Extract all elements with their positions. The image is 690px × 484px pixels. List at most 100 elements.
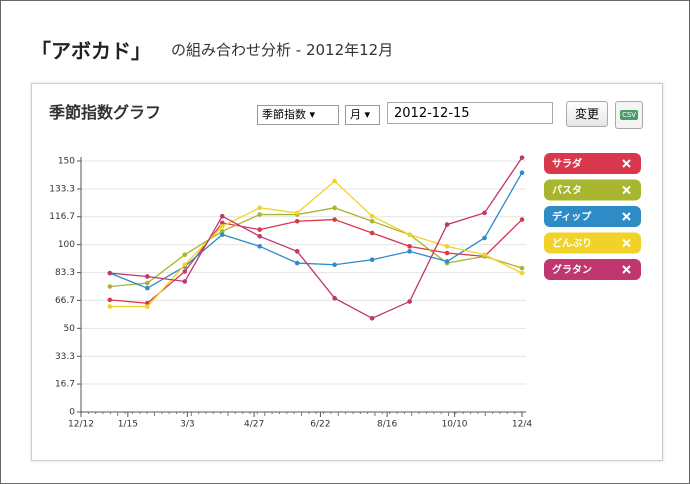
y-tick-label: 100 [58, 240, 75, 250]
legend-pill [544, 206, 641, 227]
data-point [369, 218, 375, 224]
data-point [145, 304, 150, 309]
legend-pill [544, 153, 641, 174]
data-point [332, 217, 337, 222]
page-title: 「アボカド」 [31, 39, 151, 63]
data-point [369, 315, 375, 321]
y-tick-label: 16.7 [55, 380, 75, 390]
data-point [257, 205, 263, 211]
index-select[interactable]: 季節指数 [257, 105, 339, 125]
data-point [519, 270, 525, 276]
legend-remove [622, 212, 631, 221]
data-point [407, 299, 412, 304]
legend-pill [544, 259, 641, 280]
series-line [109, 157, 523, 320]
csv-label: CSV [619, 110, 639, 120]
data-point [332, 295, 337, 301]
x-tick-label: 10/10 [442, 420, 468, 430]
legend-label: どんぶり [552, 237, 592, 250]
date-input[interactable]: 2012-12-15 [387, 102, 553, 124]
data-point [182, 279, 188, 284]
data-point [145, 285, 150, 291]
data-point [369, 213, 375, 219]
x-tick-label: 6/22 [310, 420, 330, 430]
legend-item[interactable]: どんぶり [544, 232, 641, 254]
legend-remove [622, 185, 631, 195]
series-line [109, 172, 523, 289]
legend-label: グラタン [552, 263, 592, 276]
csv-button[interactable]: CSV [615, 101, 643, 129]
legend-label: パスタ [552, 185, 582, 197]
data-point [219, 213, 225, 219]
legend-item[interactable]: ディップ [544, 206, 641, 227]
y-tick-label: 66.7 [55, 296, 75, 306]
data-point [332, 205, 337, 211]
data-point [482, 210, 487, 216]
change-button[interactable]: 変更 [566, 101, 608, 127]
series-line [109, 180, 523, 308]
y-tick-label: 150 [58, 157, 75, 167]
x-tick-label: 12/12 [68, 420, 94, 430]
data-point [444, 244, 450, 249]
data-point [219, 220, 225, 226]
legend-remove [622, 238, 631, 248]
data-point [519, 170, 525, 176]
legend-pill [544, 232, 641, 254]
legend-item[interactable]: サラダ [544, 153, 641, 174]
x-tick-label: 3/3 [180, 420, 194, 430]
y-tick-label: 83.3 [55, 268, 75, 278]
data-point [182, 269, 188, 274]
legend-remove [622, 265, 631, 274]
data-point [257, 212, 263, 217]
legend-item[interactable]: パスタ [544, 179, 641, 201]
data-point [332, 178, 337, 184]
data-point [219, 223, 225, 229]
legend-remove [622, 159, 631, 168]
data-point [182, 252, 188, 258]
x-tick-label: 1/15 [118, 420, 138, 430]
data-point [257, 234, 263, 239]
data-point [294, 249, 300, 254]
data-point [444, 250, 450, 256]
y-tick-label: 33.3 [55, 352, 75, 362]
data-point [519, 155, 525, 160]
data-point [107, 304, 113, 309]
y-tick-label: 116.7 [49, 212, 75, 222]
data-point [519, 217, 525, 222]
page-subtitle: の組み合わせ分析 - 2012年12月 [171, 41, 394, 59]
data-point [219, 228, 225, 234]
data-point [294, 260, 300, 266]
legend-label: ディップ [552, 210, 592, 223]
series-line [109, 207, 523, 288]
data-point [369, 230, 375, 236]
x-tick-label: 12/4 [512, 420, 532, 430]
data-point [182, 262, 188, 268]
data-point [407, 244, 412, 249]
data-point [107, 297, 113, 303]
data-point [219, 232, 225, 237]
panel-title: 季節指数グラフ [49, 103, 162, 122]
card [31, 83, 663, 461]
data-point [444, 222, 450, 227]
x-tick-label: 8/16 [377, 420, 397, 430]
data-point [145, 274, 150, 279]
data-point [145, 280, 150, 286]
data-point [407, 232, 412, 237]
x-tick-label: 4/27 [244, 420, 264, 430]
data-point [519, 265, 525, 271]
data-point [107, 270, 113, 276]
data-point [257, 227, 263, 232]
series-line [109, 218, 523, 304]
data-point [294, 218, 300, 224]
unit-select[interactable]: 月 [345, 105, 380, 125]
data-point [332, 262, 337, 268]
legend-item[interactable]: グラタン [544, 259, 641, 280]
data-point [407, 249, 412, 254]
legend-pill [544, 179, 641, 201]
data-point [107, 284, 113, 289]
data-point [257, 244, 263, 249]
y-tick-label: 0 [69, 408, 75, 418]
data-point [369, 257, 375, 263]
